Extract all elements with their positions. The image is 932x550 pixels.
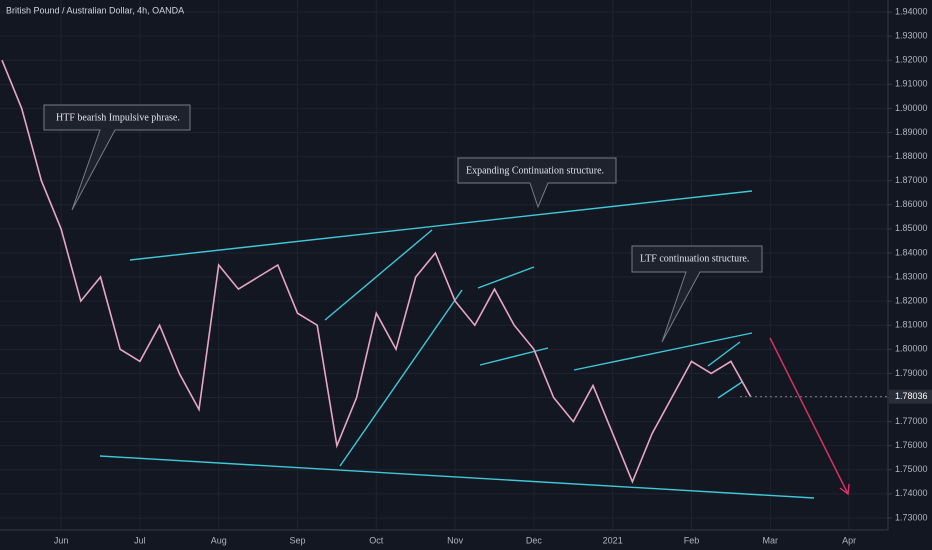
y-tick-label: 1.82000 <box>895 296 928 306</box>
callouts: HTF bearish Impulsive phrase. Expanding … <box>43 104 763 343</box>
x-tick-label: Aug <box>211 535 227 545</box>
annotation: HTF bearish Impulsive phrase. <box>56 112 180 123</box>
y-tick-label: 1.73000 <box>895 512 928 522</box>
trendline <box>707 341 741 367</box>
y-tick-label: 1.88000 <box>895 151 928 161</box>
y-tick-label: 1.77000 <box>895 416 928 426</box>
trendline <box>479 347 549 366</box>
projection-arrow <box>769 337 849 495</box>
y-tick-label: 1.75000 <box>895 464 928 474</box>
chart-title: British Pound / Australian Dollar, 4h, O… <box>6 5 184 15</box>
price-line <box>1 59 752 484</box>
x-tick-label: Mar <box>763 535 779 545</box>
last-price-label: 1.78036 <box>895 391 928 401</box>
arrow-head <box>839 483 850 496</box>
y-tick-label: 1.92000 <box>895 55 928 65</box>
trendlines <box>99 190 815 499</box>
y-tick-label: 1.83000 <box>895 271 928 281</box>
y-tick-label: 1.86000 <box>895 199 928 209</box>
callout-box <box>457 157 617 209</box>
y-tick-label: 1.93000 <box>895 31 928 41</box>
y-tick-label: 1.81000 <box>895 320 928 330</box>
trendline <box>324 229 433 321</box>
x-tick-label: Feb <box>684 535 700 545</box>
plot <box>1 59 752 484</box>
x-tick-label: Sep <box>289 535 305 545</box>
trendline <box>99 455 815 499</box>
y-tick-label: 1.89000 <box>895 127 928 137</box>
annotation: Expanding Continuation structure. <box>466 165 604 176</box>
y-tick-label: 1.80000 <box>895 344 928 354</box>
y-tick-label: 1.84000 <box>895 247 928 257</box>
x-tick-label: Dec <box>526 535 543 545</box>
x-tick-label: Nov <box>447 535 464 545</box>
trendline <box>717 381 743 399</box>
y-tick-label: 1.94000 <box>895 6 928 16</box>
x-tick-label: Oct <box>369 535 384 545</box>
annotation: LTF continuation structure. <box>640 253 749 264</box>
y-tick-label: 1.76000 <box>895 440 928 450</box>
trendline <box>339 289 463 467</box>
callout-box <box>631 245 763 343</box>
y-tick-label: 1.90000 <box>895 103 928 113</box>
trendline <box>477 266 535 289</box>
y-tick-label: 1.85000 <box>895 223 928 233</box>
x-tick-label: Jul <box>134 535 146 545</box>
grid <box>0 0 888 530</box>
last-price-box <box>889 389 932 404</box>
y-tick-label: 1.91000 <box>895 79 928 89</box>
y-tick-label: 1.74000 <box>895 488 928 498</box>
trendline <box>129 190 753 261</box>
y-tick-label: 1.79000 <box>895 368 928 378</box>
x-tick-label: Apr <box>842 535 856 545</box>
x-tick-label: Jun <box>54 535 69 545</box>
x-tick-label: 2021 <box>603 535 623 545</box>
callout-box <box>43 104 191 211</box>
y-tick-label: 1.87000 <box>895 175 928 185</box>
trendline <box>573 332 753 371</box>
